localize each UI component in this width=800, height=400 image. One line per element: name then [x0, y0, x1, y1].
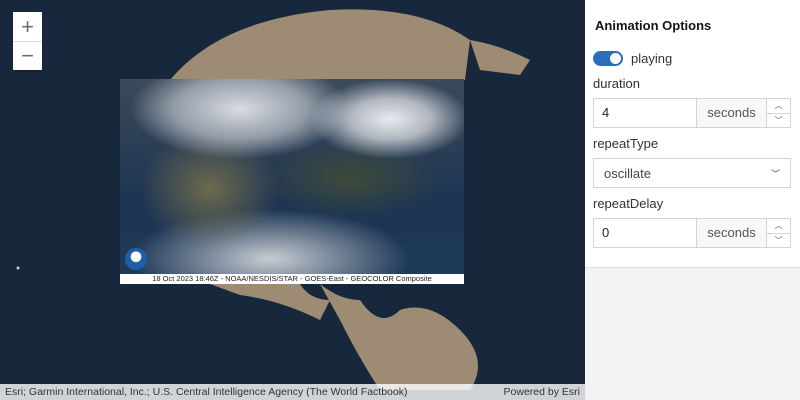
noaa-logo: [125, 248, 147, 270]
duration-unit: seconds: [696, 99, 766, 127]
repeat-delay-value[interactable]: 0: [602, 225, 610, 240]
chevron-up-icon[interactable]: ︿: [774, 101, 783, 110]
repeat-delay-input[interactable]: 0 seconds ︿ ﹀: [593, 218, 791, 248]
repeat-type-label: repeatType: [593, 136, 659, 151]
zoom-in-button[interactable]: +: [21, 13, 34, 39]
playing-toggle[interactable]: [593, 50, 623, 66]
map-view[interactable]: + − 18 Oct 2023 18:46Z - NOAA/NESDIS/STA…: [0, 0, 585, 400]
chevron-down-icon[interactable]: ﹀: [767, 113, 790, 128]
repeat-delay-label: repeatDelay: [593, 196, 664, 211]
zoom-out-button[interactable]: −: [13, 41, 42, 70]
chevron-down-icon: ﹀: [770, 168, 780, 179]
repeat-type-select[interactable]: oscillate ﹀: [593, 158, 791, 188]
animation-options-panel: Animation Options playing duration 4 sec…: [585, 0, 800, 400]
playing-label: playing: [631, 50, 673, 66]
basemap-land: [16, 9, 530, 390]
powered-by-link[interactable]: Powered by Esri: [503, 386, 580, 398]
chevron-down-icon[interactable]: ﹀: [767, 233, 790, 248]
repeat-delay-unit: seconds: [696, 219, 766, 247]
duration-value[interactable]: 4: [602, 105, 610, 120]
duration-input[interactable]: 4 seconds ︿ ﹀: [593, 98, 791, 128]
panel-title: Animation Options: [595, 18, 712, 33]
attribution-bar: Esri; Garmin International, Inc.; U.S. C…: [0, 384, 585, 400]
repeat-type-value: oscillate: [604, 165, 651, 181]
attribution-text: Esri; Garmin International, Inc.; U.S. C…: [5, 386, 408, 398]
satellite-image-overlay: 18 Oct 2023 18:46Z - NOAA/NESDIS/STAR - …: [120, 79, 464, 284]
satellite-caption: 18 Oct 2023 18:46Z - NOAA/NESDIS/STAR - …: [120, 274, 464, 284]
chevron-up-icon[interactable]: ︿: [774, 221, 783, 230]
duration-label: duration: [593, 76, 640, 91]
